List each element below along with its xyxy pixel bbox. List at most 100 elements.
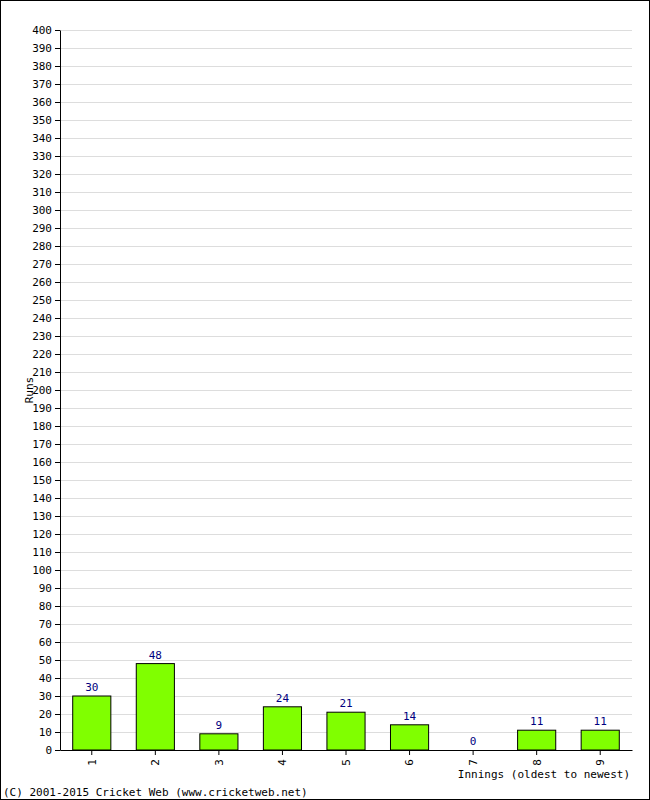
grid bbox=[60, 31, 632, 751]
y-tick: 150 bbox=[32, 474, 60, 487]
y-tick-label: 340 bbox=[32, 132, 52, 145]
y-tick: 300 bbox=[32, 204, 60, 217]
y-tick-label: 180 bbox=[32, 420, 52, 433]
bar bbox=[327, 712, 365, 750]
y-tick-mark bbox=[55, 408, 60, 409]
x-tick-mark bbox=[218, 750, 219, 755]
bars bbox=[73, 664, 620, 750]
y-tick-mark bbox=[55, 264, 60, 265]
y-tick-mark bbox=[55, 390, 60, 391]
y-tick-label: 40 bbox=[39, 672, 52, 685]
y-tick-mark bbox=[55, 426, 60, 427]
y-tick-mark bbox=[55, 624, 60, 625]
y-tick-label: 90 bbox=[39, 582, 52, 595]
y-tick-mark bbox=[55, 66, 60, 67]
y-tick-label: 230 bbox=[32, 330, 52, 343]
bar bbox=[518, 730, 556, 750]
y-tick-mark bbox=[55, 552, 60, 553]
y-tick-label: 10 bbox=[39, 726, 52, 739]
x-tick-mark bbox=[536, 750, 537, 755]
y-tick: 370 bbox=[32, 78, 60, 91]
x-tick-label: 3 bbox=[213, 759, 226, 766]
y-tick: 360 bbox=[32, 96, 60, 109]
data-label: 11 bbox=[530, 715, 543, 728]
y-tick-mark bbox=[55, 318, 60, 319]
y-tick-mark bbox=[55, 498, 60, 499]
y-tick-mark bbox=[55, 642, 60, 643]
y-tick: 320 bbox=[32, 168, 60, 181]
x-tick-mark bbox=[473, 750, 474, 755]
x-tick-label: 7 bbox=[467, 759, 480, 766]
y-tick-label: 400 bbox=[32, 24, 52, 37]
bar bbox=[390, 725, 428, 750]
bar bbox=[581, 730, 619, 750]
bar bbox=[263, 707, 301, 750]
y-axis-title: Runs bbox=[23, 377, 36, 404]
grid-line bbox=[60, 390, 632, 391]
y-tick: 120 bbox=[32, 528, 60, 541]
y-tick-label: 100 bbox=[32, 564, 52, 577]
y-tick-mark bbox=[55, 192, 60, 193]
chart-svg: 0102030405060708090100110120130140150160… bbox=[0, 0, 650, 800]
y-tick: 290 bbox=[32, 222, 60, 235]
grid-line bbox=[60, 462, 632, 463]
y-tick: 280 bbox=[32, 240, 60, 253]
y-axis-line bbox=[60, 31, 61, 751]
grid-line bbox=[60, 84, 632, 85]
y-tick: 380 bbox=[32, 60, 60, 73]
grid-line bbox=[60, 156, 632, 157]
y-tick: 390 bbox=[32, 42, 60, 55]
grid-line bbox=[60, 624, 632, 625]
y-tick-label: 50 bbox=[39, 654, 52, 667]
annotation: (C) 2001-2015 Cricket Web (www.cricketwe… bbox=[3, 786, 308, 799]
y-tick-mark bbox=[55, 660, 60, 661]
x-tick: 4 bbox=[276, 750, 289, 766]
y-tick: 10 bbox=[39, 726, 60, 739]
y-tick-mark bbox=[55, 696, 60, 697]
grid-line bbox=[60, 282, 632, 283]
y-tick: 260 bbox=[32, 276, 60, 289]
data-label: 9 bbox=[216, 719, 223, 732]
grid-line bbox=[60, 534, 632, 535]
bar bbox=[200, 734, 238, 750]
y-tick: 230 bbox=[32, 330, 60, 343]
y-tick-label: 140 bbox=[32, 492, 52, 505]
y-tick-mark bbox=[55, 588, 60, 589]
x-tick-mark bbox=[91, 750, 92, 755]
y-tick-label: 350 bbox=[32, 114, 52, 127]
data-label: 21 bbox=[339, 697, 352, 710]
y-tick-mark bbox=[55, 462, 60, 463]
y-tick-mark bbox=[55, 246, 60, 247]
y-tick: 170 bbox=[32, 438, 60, 451]
x-tick-mark bbox=[409, 750, 410, 755]
x-axis-title: Innings (oldest to newest) bbox=[458, 768, 630, 781]
x-tick-mark bbox=[155, 750, 156, 755]
data-label: 0 bbox=[470, 735, 477, 748]
y-tick-mark bbox=[55, 300, 60, 301]
data-label: 48 bbox=[149, 649, 162, 662]
y-tick-mark bbox=[55, 372, 60, 373]
y-tick-mark bbox=[55, 48, 60, 49]
x-tick: 9 bbox=[594, 750, 607, 766]
y-tick: 270 bbox=[32, 258, 60, 271]
x-tick-label: 2 bbox=[149, 759, 162, 766]
y-tick: 180 bbox=[32, 420, 60, 433]
y-tick-label: 290 bbox=[32, 222, 52, 235]
y-tick-mark bbox=[55, 516, 60, 517]
grid-line bbox=[60, 552, 632, 553]
y-tick-mark bbox=[55, 444, 60, 445]
y-tick-label: 110 bbox=[32, 546, 52, 559]
y-tick: 240 bbox=[32, 312, 60, 325]
x-tick-label: 8 bbox=[531, 759, 544, 766]
grid-line bbox=[60, 354, 632, 355]
y-tick-label: 360 bbox=[32, 96, 52, 109]
y-tick: 140 bbox=[32, 492, 60, 505]
y-tick: 340 bbox=[32, 132, 60, 145]
grid-line bbox=[60, 516, 632, 517]
grid-line bbox=[60, 444, 632, 445]
y-tick-label: 310 bbox=[32, 186, 52, 199]
x-tick-label: 1 bbox=[86, 759, 99, 766]
y-tick: 160 bbox=[32, 456, 60, 469]
x-axis: 123456789 bbox=[61, 750, 633, 766]
y-tick-mark bbox=[55, 732, 60, 733]
